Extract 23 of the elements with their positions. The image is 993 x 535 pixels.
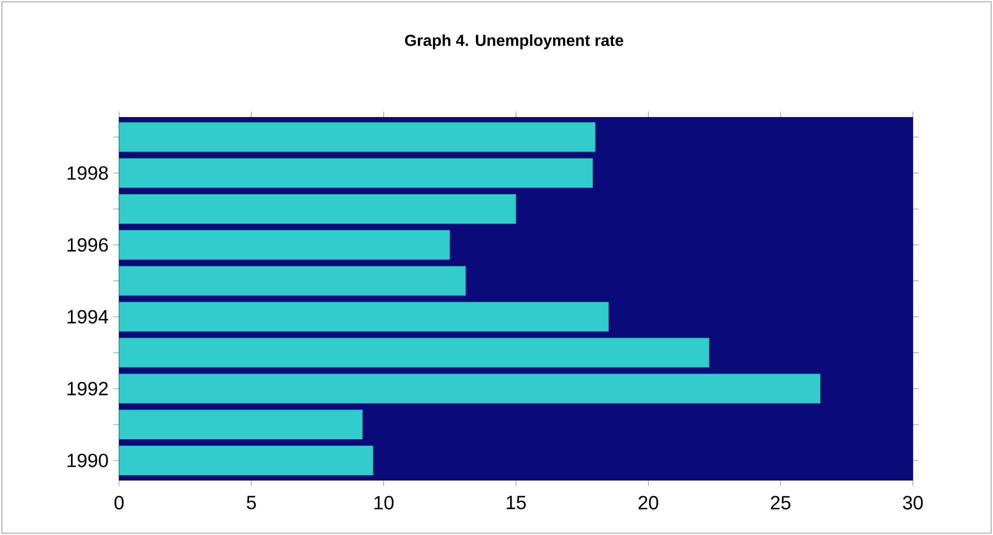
- bar: [119, 266, 466, 296]
- x-tick-label: 0: [114, 496, 124, 510]
- x-tick-label: 15: [506, 496, 526, 510]
- bar: [119, 158, 593, 188]
- bar: [119, 194, 516, 224]
- y-tick-label: 1994: [68, 310, 108, 324]
- bar: [119, 374, 821, 404]
- x-tick-label: 5: [246, 496, 256, 510]
- chart-title: Graph 4. Unemployment rate: [405, 34, 624, 50]
- x-tick-label: 10: [374, 496, 394, 510]
- y-tick-label: 1996: [68, 238, 108, 252]
- bar: [119, 445, 374, 476]
- x-tick-label: 25: [770, 496, 790, 510]
- bar: [119, 122, 596, 152]
- bar: [119, 338, 710, 368]
- bar: [119, 410, 363, 440]
- x-tick-label: 20: [638, 496, 658, 510]
- y-tick-label: 1990: [68, 454, 108, 468]
- x-tick-label: 30: [902, 496, 923, 510]
- y-tick-label: 1998: [68, 166, 108, 180]
- bar: [119, 302, 609, 332]
- bar: [119, 230, 450, 260]
- y-tick-label: 1992: [68, 382, 108, 396]
